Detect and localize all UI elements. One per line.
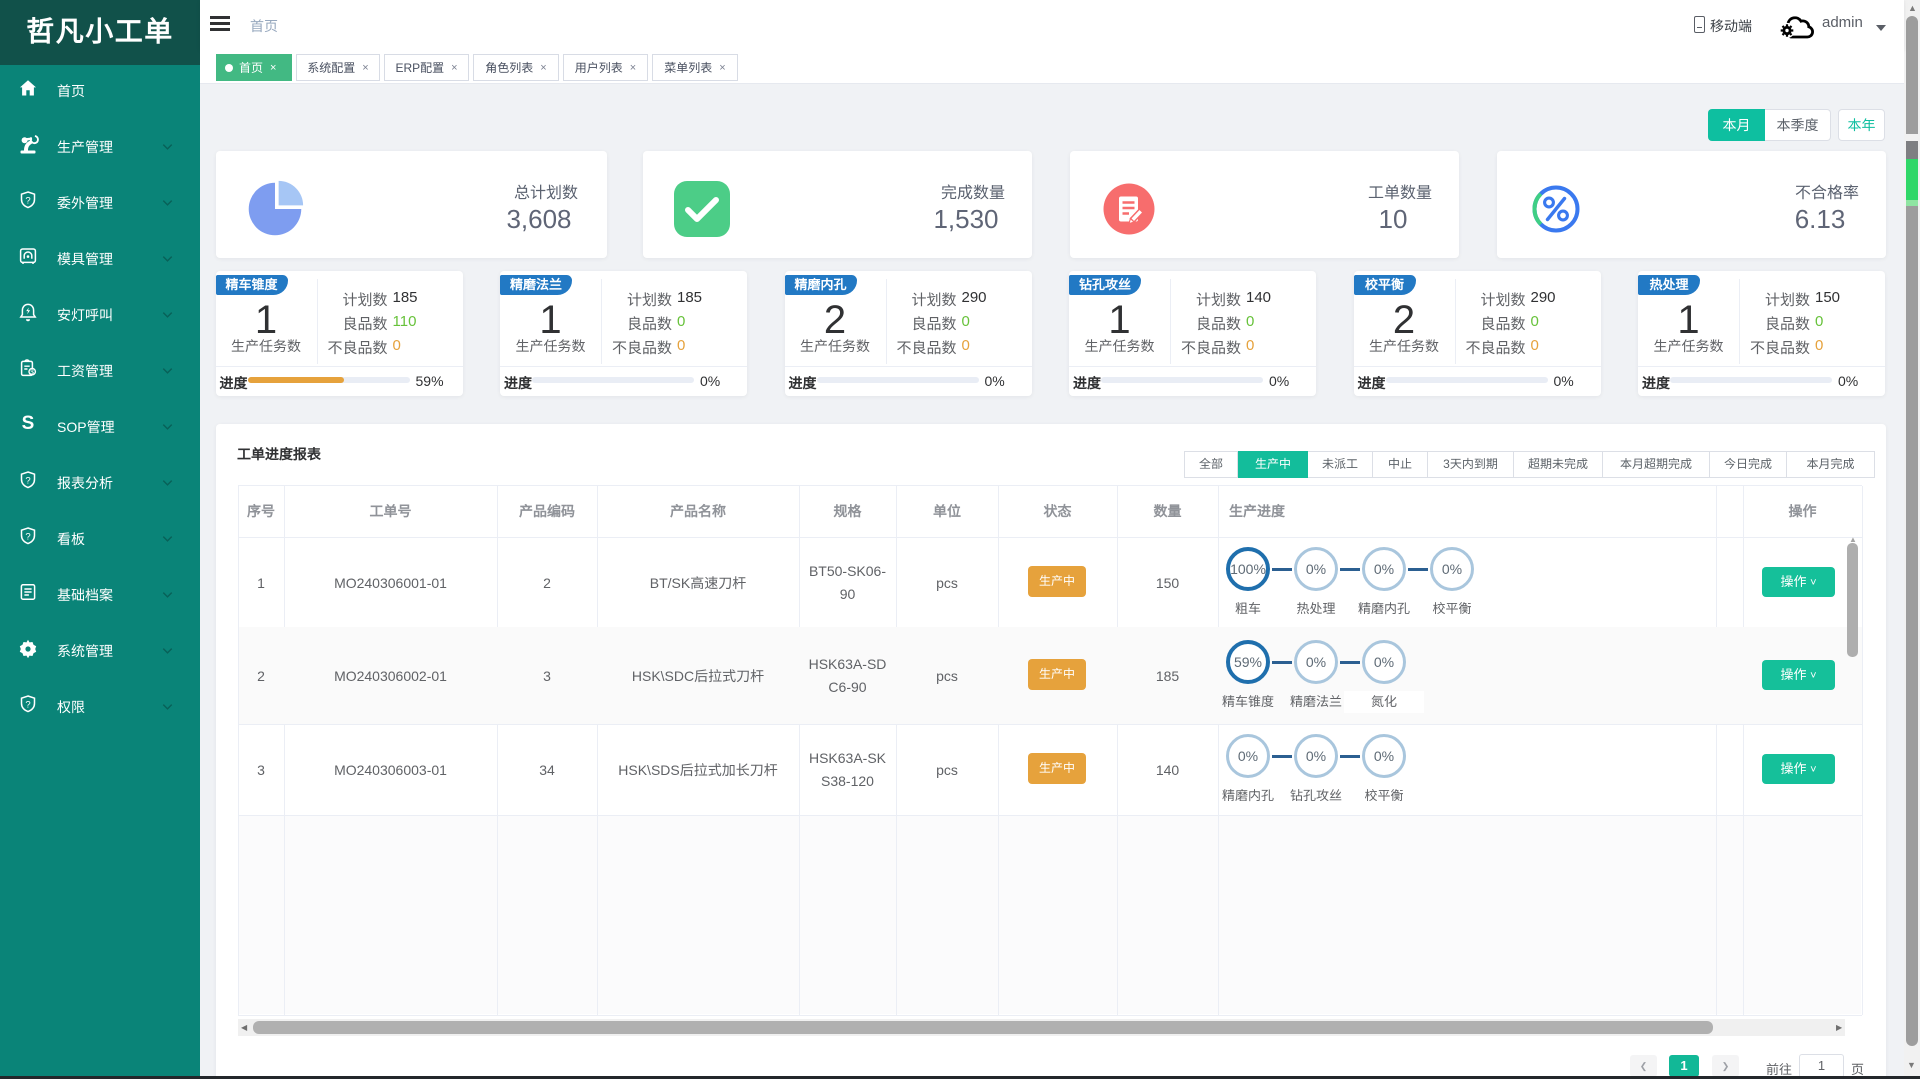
svg-text:$: $ — [30, 369, 34, 376]
svg-text:?: ? — [25, 195, 30, 206]
svg-text:?: ? — [25, 699, 30, 710]
svg-text:?: ? — [25, 531, 30, 542]
svg-text:?: ? — [25, 475, 30, 486]
